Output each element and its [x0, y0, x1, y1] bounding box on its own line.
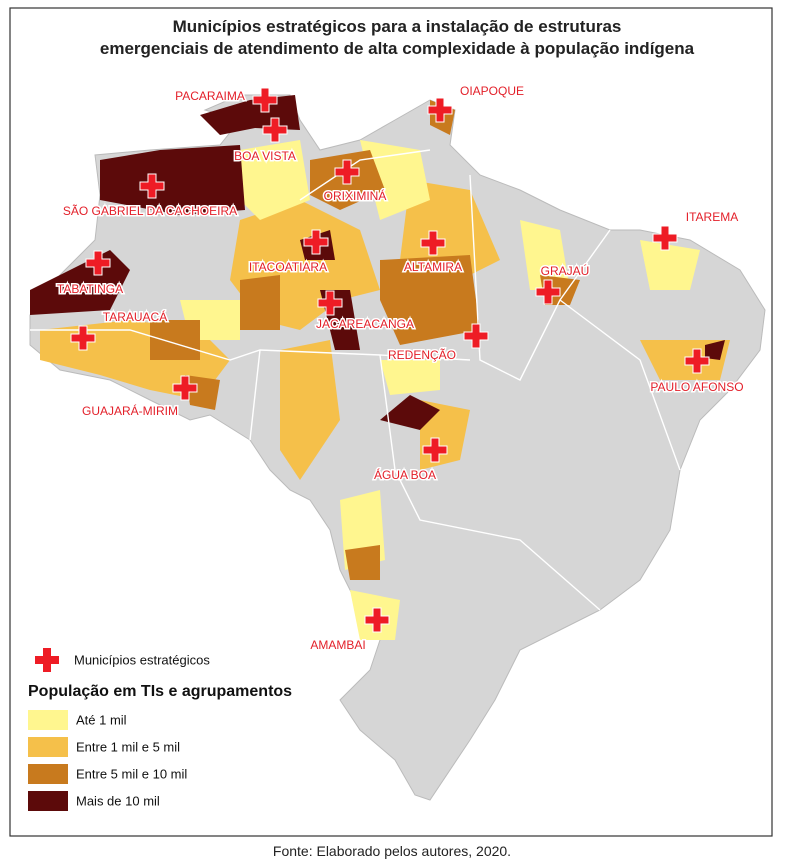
legend-swatch	[28, 737, 68, 757]
cities: PACARAIMA BOA VISTA OIAPOQUE ORIXIMINÁ SÃO G…	[55, 83, 745, 654]
legend-title: População em TIs e agrupamentos	[28, 683, 292, 700]
city-marker	[652, 225, 678, 251]
city-marker	[70, 325, 96, 351]
legend-marker	[35, 648, 59, 672]
city-marker	[684, 348, 710, 374]
territory-area	[150, 320, 200, 360]
city-marker	[420, 230, 446, 256]
city-label: ITACOATIARA	[249, 260, 327, 274]
city-marker	[262, 117, 288, 143]
legend-swatch	[28, 710, 68, 730]
legend-label: Até 1 mil	[76, 712, 127, 727]
city-label: TARAUACÁ	[103, 309, 167, 324]
title-line: emergenciais de atendimento de alta comp…	[100, 39, 695, 58]
territory-area	[345, 545, 380, 580]
map	[29, 94, 766, 801]
city-label: JACAREACANGA	[316, 317, 414, 331]
city-label: GRAJAÚ	[541, 263, 590, 278]
city-label: ALTAMIRA	[404, 260, 462, 274]
city-marker	[252, 87, 278, 113]
territory-area	[705, 340, 725, 360]
territory-area	[380, 255, 480, 345]
state-border	[379, 354, 601, 611]
city-label: ITAREMA	[686, 210, 738, 224]
city-label: SÃO GABRIEL DA CACHOEIRA	[63, 204, 237, 218]
legend-swatch	[28, 791, 68, 811]
city-marker	[535, 279, 561, 305]
territory-area	[640, 240, 700, 290]
state-border	[249, 349, 261, 441]
city-label: OIAPOQUE	[460, 84, 524, 98]
territory-area	[230, 140, 310, 220]
territory-area	[240, 275, 280, 330]
city-label: REDENÇÃO	[388, 348, 456, 362]
territory-area	[100, 145, 245, 215]
city-marker	[422, 437, 448, 463]
state-border	[469, 174, 611, 381]
legend-swatch	[28, 764, 68, 784]
title-line: Municípios estratégicos para a instalaçã…	[173, 17, 622, 36]
city-marker	[334, 159, 360, 185]
territory-area	[280, 340, 340, 480]
city-marker	[427, 97, 453, 123]
city-label: AMAMBAI	[310, 638, 365, 652]
state-border	[30, 329, 471, 361]
city-marker	[172, 375, 198, 401]
city-marker	[317, 290, 343, 316]
legend-marker-label: Municípios estratégicos	[74, 652, 210, 667]
legend-label: Entre 1 mil e 5 mil	[76, 739, 180, 754]
city-label: PACARAIMA	[175, 89, 245, 103]
territory-area	[380, 395, 440, 430]
territory-area	[380, 360, 440, 395]
city-label: ORIXIMINÁ	[324, 188, 387, 203]
legend: Municípios estratégicos População em TIs…	[28, 648, 292, 811]
city-label: GUAJARÁ-MIRIM	[82, 403, 178, 418]
city-marker	[303, 229, 329, 255]
legend-items: Até 1 mil Entre 1 mil e 5 mil Entre 5 mil …	[28, 710, 187, 811]
city-label: TABATINGA	[57, 282, 123, 296]
state-border	[299, 149, 431, 201]
city-marker	[463, 323, 489, 349]
state-border	[559, 299, 681, 471]
legend-label: Entre 5 mil e 10 mil	[76, 766, 187, 781]
source: Fonte: Elaborado pelos autores, 2020.	[273, 843, 511, 859]
city-marker	[139, 173, 165, 199]
city-marker	[85, 250, 111, 276]
city-label: BOA VISTA	[234, 149, 296, 163]
city-label: PAULO AFONSO	[650, 380, 743, 394]
city-label: ÁGUA BOA	[374, 467, 436, 482]
territory-area	[360, 140, 430, 220]
legend-label: Mais de 10 mil	[76, 793, 160, 808]
territory-area	[520, 220, 570, 290]
city-marker	[364, 607, 390, 633]
